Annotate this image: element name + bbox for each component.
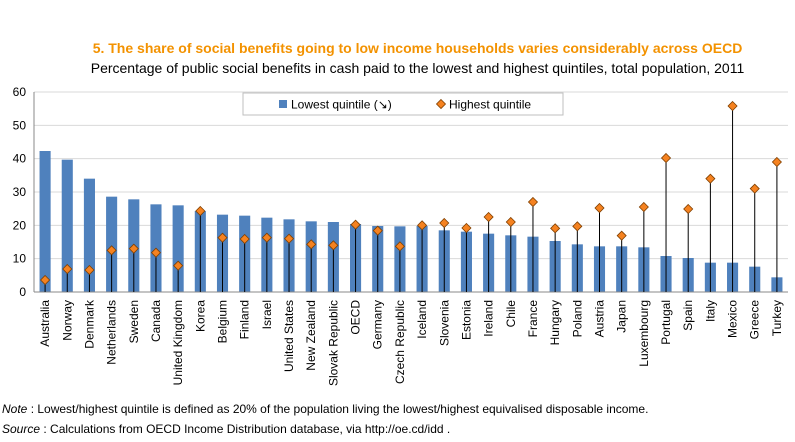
bar <box>61 159 73 292</box>
x-tick-label: Spain <box>681 300 695 331</box>
bar <box>39 151 51 292</box>
chart-title: 5. The share of social benefits going to… <box>92 40 743 56</box>
x-tick-label: Turkey <box>770 300 784 336</box>
highest-quintile-marker <box>195 205 206 217</box>
x-tick-label: Austria <box>593 300 607 338</box>
x-tick-label: Estonia <box>459 300 473 340</box>
highest-quintile-marker <box>40 274 51 286</box>
highest-quintile-marker <box>572 221 583 232</box>
source-label: Source <box>2 422 41 436</box>
highest-quintile-marker <box>350 219 361 230</box>
x-tick-label: Czech Republic <box>393 300 407 384</box>
highest-quintile-marker <box>439 217 450 229</box>
y-tick-label: 20 <box>13 218 27 232</box>
x-tick-label: Germany <box>371 300 385 349</box>
x-tick-label: Netherlands <box>105 300 119 365</box>
highest-quintile-marker <box>283 233 295 244</box>
highest-quintile-marker <box>727 100 738 112</box>
highest-quintile-marker <box>483 211 494 223</box>
x-tick-label: OECD <box>349 300 363 335</box>
highest-quintile-marker <box>150 247 162 258</box>
chart-note: Note : Lowest/highest quintile is define… <box>2 402 648 416</box>
x-tick-label: Mexico <box>726 300 740 338</box>
x-tick-label: Italy <box>703 300 717 322</box>
chart-source: Source : Calculations from OECD Income D… <box>2 422 450 436</box>
x-tick-label: Hungary <box>548 300 562 345</box>
y-tick-label: 60 <box>13 85 27 99</box>
y-tick-label: 30 <box>13 185 27 199</box>
legend-label-lowest: Lowest quintile (↘) <box>291 98 392 112</box>
highest-quintile-marker <box>128 243 139 254</box>
highest-quintile-marker <box>660 152 672 164</box>
bar <box>172 205 184 292</box>
x-tick-label: Sweden <box>127 300 141 343</box>
y-tick-label: 0 <box>19 285 26 299</box>
x-tick-label: Slovak Republic <box>326 300 340 386</box>
bar <box>106 196 118 292</box>
highest-quintile-marker <box>173 260 184 271</box>
x-tick-label: Greece <box>748 300 762 340</box>
bar-chart: 0 10 20 30 40 50 60 Australia Norway Denmark Nethe… <box>13 85 788 386</box>
highest-quintile-marker <box>372 225 383 236</box>
highest-quintile-marker <box>217 232 228 243</box>
highest-quintile-marker <box>638 201 649 213</box>
legend-swatch-lowest <box>279 100 287 108</box>
x-tick-label: Luxembourg <box>637 300 651 367</box>
highest-quintile-marker <box>239 233 250 245</box>
highest-quintile-marker <box>106 245 117 256</box>
x-tick-label: Slovenia <box>437 300 451 346</box>
y-tick-label: 10 <box>13 252 27 266</box>
x-tick-label: United Kingdom <box>171 300 185 385</box>
note-label: Note <box>2 402 28 416</box>
x-tick-label: Portugal <box>659 300 673 345</box>
legend-box <box>242 92 564 116</box>
x-tick-label: Korea <box>193 300 207 332</box>
x-tick-label: New Zealand <box>304 300 318 371</box>
note-text: : Lowest/highest quintile is defined as … <box>27 402 649 416</box>
x-tick-label: Poland <box>570 300 584 337</box>
x-tick-label: Australia <box>38 300 52 347</box>
x-tick-label: Ireland <box>482 300 496 337</box>
legend-swatch-highest <box>435 98 447 110</box>
highest-quintile-marker <box>550 223 561 234</box>
x-tick-label: Denmark <box>82 299 96 349</box>
highest-quintile-marker <box>616 230 627 241</box>
highest-quintile-marker <box>683 203 694 215</box>
highest-quintile-marker <box>394 241 405 252</box>
x-tick-label: Norway <box>60 300 74 341</box>
highest-quintile-marker <box>461 222 472 234</box>
highest-quintile-marker <box>505 216 516 228</box>
highest-quintile-marker <box>84 264 95 276</box>
highest-quintile-marker <box>62 263 73 275</box>
highest-quintile-marker <box>261 232 272 243</box>
x-tick-label: France <box>526 300 540 338</box>
highest-quintile-marker <box>771 156 782 168</box>
x-tick-label: Canada <box>149 300 163 342</box>
y-tick-label: 50 <box>13 118 27 132</box>
source-text: : Calculations from OECD Income Distribu… <box>40 422 451 436</box>
x-tick-label: Finland <box>238 300 252 339</box>
x-tick-label: Chile <box>504 300 518 328</box>
x-tick-label: Israel <box>260 300 274 329</box>
x-tick-label: Japan <box>615 300 629 333</box>
highest-quintile-marker <box>417 220 428 231</box>
highest-quintile-marker <box>527 196 539 208</box>
highest-quintile-marker <box>328 240 339 251</box>
x-tick-label: Iceland <box>415 300 429 339</box>
highest-quintile-marker <box>306 239 317 250</box>
highest-quintile-marker <box>594 202 605 214</box>
chart-subtitle: Percentage of public social benefits in … <box>90 60 745 76</box>
x-tick-label: Belgium <box>216 300 230 343</box>
highest-quintile-marker <box>749 183 760 194</box>
y-tick-label: 40 <box>13 152 27 166</box>
x-tick-label: United States <box>282 300 296 372</box>
legend-label-highest: Highest quintile <box>449 98 531 112</box>
highest-quintile-marker <box>705 173 716 184</box>
bar <box>83 178 95 292</box>
